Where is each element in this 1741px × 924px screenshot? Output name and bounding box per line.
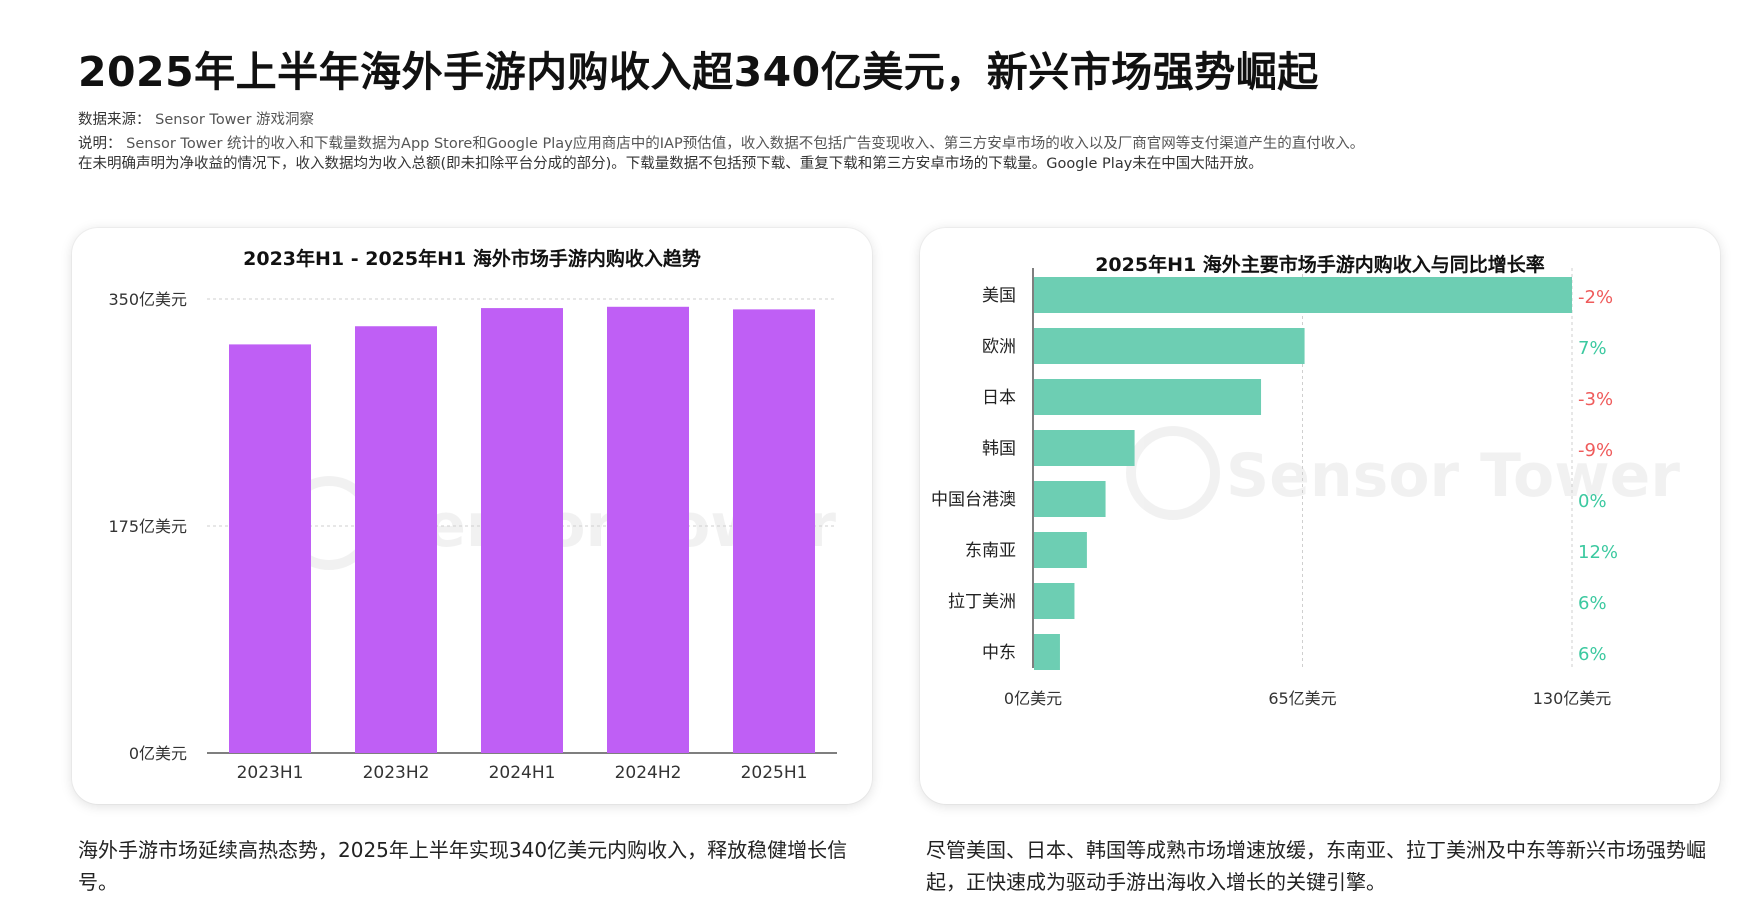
x-tick-label: 2024H2	[615, 763, 682, 783]
watermark-logo-icon	[1126, 426, 1220, 520]
x-tick-label: 130亿美元	[1533, 689, 1612, 708]
source-value: Sensor Tower 游戏洞察	[155, 112, 315, 128]
growth-label: -2%	[1578, 287, 1613, 308]
market-revenue-chart-title: 2025年H1 海外主要市场手游内购收入与同比增长率	[1095, 254, 1545, 276]
note-text-1: Sensor Tower 统计的收入和下载量数据为App Store和Googl…	[126, 136, 1365, 152]
market-revenue-chart: Sensor Tower 0亿美元 65亿美元 130亿美元 美国 -2% 欧洲 7% 日本 -3…	[931, 268, 1680, 708]
bar-美国	[1034, 277, 1572, 313]
category-label: 东南亚	[965, 541, 1016, 561]
growth-label: 6%	[1578, 593, 1607, 614]
bar-2023H2	[355, 326, 437, 753]
category-label: 日本	[982, 388, 1016, 408]
growth-label: 6%	[1578, 644, 1607, 665]
note-text-2: 在未明确声明为净收益的情况下，收入数据均为收入总额(即未扣除平台分成的部分)。下…	[78, 156, 1263, 172]
category-label: 中东	[982, 643, 1016, 663]
x-tick-label: 2025H1	[741, 763, 808, 783]
y-tick-label: 350亿美元	[108, 290, 187, 309]
bar-中国台港澳	[1034, 481, 1106, 517]
growth-label: -9%	[1578, 440, 1613, 461]
growth-label: 7%	[1578, 338, 1607, 359]
bar-2023H1	[229, 344, 311, 753]
bar-2025H1	[733, 309, 815, 753]
watermark-text: Sensor Tower	[1226, 441, 1680, 511]
market-revenue-card: 2025年H1 海外主要市场手游内购收入与同比增长率 Sensor Tower 0…	[920, 228, 1720, 804]
x-tick-label: 2024H1	[489, 763, 556, 783]
bar-东南亚	[1034, 532, 1087, 568]
category-label: 拉丁美洲	[948, 592, 1016, 612]
x-tick-label: 65亿美元	[1268, 689, 1336, 708]
bar-欧洲	[1034, 328, 1305, 364]
source-line: 数据来源： Sensor Tower 游戏洞察	[78, 108, 314, 129]
revenue-trend-chart: Sensor Tower0亿美元175亿美元350亿美元2023H12023H2…	[108, 290, 837, 783]
bar-2024H2	[607, 306, 689, 753]
bar-2024H1	[481, 308, 563, 753]
revenue-trend-card: 2023年H1 - 2025年H1 海外市场手游内购收入趋势 Sensor To…	[72, 228, 872, 804]
category-label: 美国	[982, 286, 1016, 306]
y-tick-label: 175亿美元	[108, 517, 187, 536]
note-line-1: 说明： Sensor Tower 统计的收入和下载量数据为App Store和G…	[78, 132, 1364, 153]
category-label: 韩国	[982, 439, 1016, 459]
bar-韩国	[1034, 430, 1135, 466]
bar-日本	[1034, 379, 1262, 415]
bar-拉丁美洲	[1034, 583, 1075, 619]
category-label: 中国台港澳	[931, 490, 1016, 510]
x-tick-label: 0亿美元	[1004, 689, 1062, 708]
source-label: 数据来源：	[78, 112, 151, 128]
watermark: Sensor Tower	[1126, 426, 1680, 520]
x-tick-label: 2023H2	[363, 763, 430, 783]
caption-right: 尽管美国、日本、韩国等成熟市场增速放缓，东南亚、拉丁美洲及中东等新兴市场强势崛起…	[926, 838, 1706, 894]
category-label: 欧洲	[982, 337, 1016, 357]
y-tick-label: 0亿美元	[129, 744, 187, 763]
x-tick-label: 2023H1	[237, 763, 304, 783]
caption-left: 海外手游市场延续高热态势，2025年上半年实现340亿美元内购收入，释放稳健增长…	[78, 838, 848, 894]
growth-label: 0%	[1578, 491, 1607, 512]
note-label: 说明：	[78, 136, 122, 152]
growth-label: -3%	[1578, 389, 1613, 410]
page-title: 2025年上半年海外手游内购收入超340亿美元，新兴市场强势崛起	[78, 48, 1319, 96]
revenue-trend-chart-title: 2023年H1 - 2025年H1 海外市场手游内购收入趋势	[243, 248, 701, 270]
bar-中东	[1034, 634, 1060, 670]
growth-label: 12%	[1578, 542, 1618, 563]
